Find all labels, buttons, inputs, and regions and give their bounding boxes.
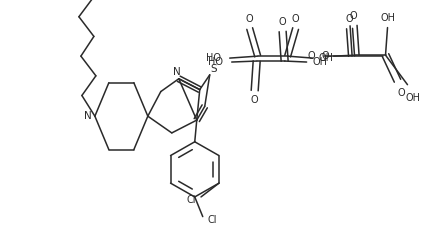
Text: OH: OH [312, 57, 327, 67]
Text: O: O [350, 11, 357, 21]
Text: OH: OH [318, 53, 333, 63]
Text: N: N [84, 111, 92, 121]
Text: N: N [173, 67, 181, 77]
Text: OH: OH [406, 93, 421, 104]
Text: O: O [346, 14, 353, 24]
Text: O: O [279, 17, 286, 27]
Text: O: O [398, 88, 405, 98]
Text: O: O [292, 14, 299, 24]
Text: HO: HO [208, 57, 223, 67]
Text: Cl: Cl [186, 195, 196, 205]
Text: O: O [322, 51, 330, 61]
Text: OH: OH [380, 13, 395, 23]
Text: O: O [308, 51, 316, 61]
Text: S: S [210, 64, 217, 74]
Text: Cl: Cl [208, 215, 217, 225]
Text: O: O [246, 14, 253, 24]
Text: HO: HO [206, 53, 221, 63]
Text: O: O [251, 95, 258, 106]
